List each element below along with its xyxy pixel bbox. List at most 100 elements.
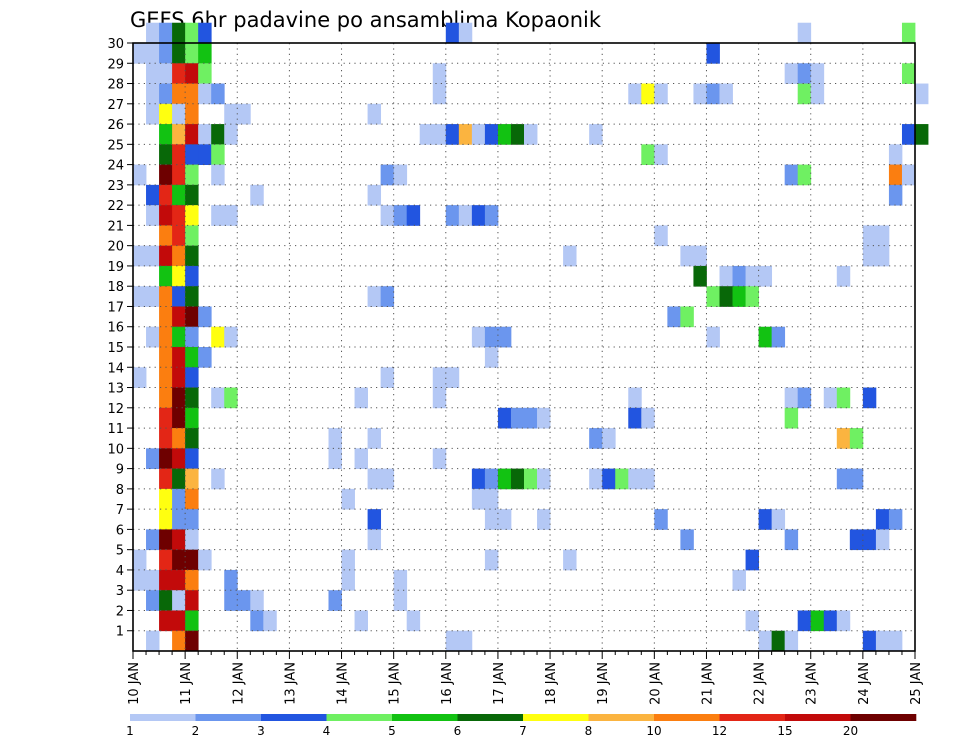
heatmap-cell <box>393 205 408 226</box>
heatmap-cell <box>419 124 434 145</box>
heatmap-cell <box>159 265 173 287</box>
y-tick-label: 28 <box>107 78 124 93</box>
heatmap-cell <box>185 205 199 226</box>
heatmap-cell <box>185 428 199 449</box>
heatmap-cell <box>159 103 173 125</box>
heatmap-cell <box>888 509 903 530</box>
heatmap-cell <box>367 509 382 530</box>
heatmap-cell <box>758 326 773 348</box>
heatmap-cell <box>367 103 382 125</box>
heatmap-cell <box>758 630 773 652</box>
heatmap-cell <box>771 630 786 652</box>
heatmap-cell <box>901 22 916 44</box>
heatmap-cell <box>458 22 473 44</box>
heatmap-cell <box>745 549 759 571</box>
y-tick-label: 22 <box>107 199 124 214</box>
y-tick-label: 24 <box>107 159 124 174</box>
heatmap-cell <box>185 43 199 64</box>
heatmap-cell <box>185 245 199 267</box>
heatmap-cell <box>654 225 668 247</box>
heatmap-cell <box>484 488 499 510</box>
heatmap-cell <box>185 22 199 44</box>
heatmap-cell <box>524 124 538 145</box>
heatmap-cell <box>211 468 225 490</box>
heatmap-cell <box>758 509 773 530</box>
heatmap-cell <box>458 205 473 226</box>
heatmap-cell <box>602 428 616 449</box>
heatmap-cell <box>172 347 186 368</box>
heatmap-cell <box>159 144 173 165</box>
heatmap-cell <box>172 428 186 449</box>
heatmap-cell <box>862 245 877 267</box>
heatmap-cell <box>693 83 707 105</box>
colorbar-swatch <box>195 714 262 721</box>
heatmap-cell <box>224 103 238 125</box>
heatmap-cell <box>224 569 238 591</box>
heatmap-cell <box>641 468 655 490</box>
heatmap-cell <box>354 610 368 632</box>
heatmap-cell <box>172 407 186 429</box>
x-tick-label: 10 JAN <box>127 662 142 705</box>
heatmap-cell <box>497 326 512 348</box>
heatmap-cell <box>589 468 603 490</box>
heatmap-cell <box>159 448 173 469</box>
heatmap-cell <box>146 245 160 267</box>
heatmap-cell <box>445 205 460 226</box>
heatmap-cell <box>745 610 759 632</box>
heatmap-cell <box>159 286 173 307</box>
heatmap-cell <box>172 549 186 571</box>
heatmap-cell <box>537 407 551 429</box>
heatmap-cell <box>432 83 447 105</box>
heatmap-cell <box>784 63 799 84</box>
heatmap-cell <box>211 83 225 105</box>
heatmap-cell <box>211 164 225 186</box>
heatmap-cell <box>172 488 186 510</box>
heatmap-cell <box>328 590 342 611</box>
y-tick-label: 25 <box>107 138 124 153</box>
heatmap-cell <box>836 428 851 449</box>
heatmap-cell <box>263 610 277 632</box>
heatmap-cell <box>185 407 199 429</box>
x-tick-label: 12 JAN <box>231 662 246 705</box>
heatmap-cell <box>159 387 173 409</box>
heatmap-cell <box>719 286 733 307</box>
heatmap-cell <box>198 144 212 165</box>
heatmap-cell <box>172 306 186 328</box>
heatmap-cell <box>133 367 147 388</box>
heatmap-cell <box>198 549 212 571</box>
heatmap-cell <box>172 529 186 551</box>
heatmap-cell <box>159 63 173 84</box>
x-tick-label: 23 JAN <box>805 662 820 705</box>
heatmap-cell <box>915 83 929 105</box>
heatmap-cell <box>875 509 890 530</box>
heatmap-cell <box>146 43 160 64</box>
heatmap-cell <box>146 286 160 307</box>
heatmap-cell <box>172 286 186 307</box>
grid-layer <box>133 43 915 651</box>
heatmap-cell <box>133 245 147 267</box>
heatmap-cell <box>341 549 355 571</box>
heatmap-cell <box>862 529 877 551</box>
heatmap-cell <box>732 265 746 287</box>
heatmap-cell <box>172 326 186 348</box>
heatmap-cell <box>198 306 212 328</box>
heatmap-cell <box>693 245 707 267</box>
heatmap-cell <box>159 205 173 226</box>
heatmap-cell <box>862 630 877 652</box>
heatmap-cell <box>185 610 199 632</box>
y-tick-label: 7 <box>116 503 124 518</box>
heatmap-cell <box>641 407 655 429</box>
heatmap-cell <box>471 124 486 145</box>
heatmap-cell <box>901 164 916 186</box>
colorbar-swatch <box>457 714 524 721</box>
heatmap-cell <box>172 387 186 409</box>
y-tick-label: 4 <box>116 564 124 579</box>
heatmap-cell <box>849 428 864 449</box>
y-tick-label: 15 <box>107 341 124 356</box>
heatmap-cell <box>185 387 199 409</box>
heatmap-cell <box>172 509 186 530</box>
heatmap-cell <box>680 529 694 551</box>
heatmap-cell <box>211 205 225 226</box>
heatmap-cell <box>250 590 264 611</box>
heatmap-cell <box>380 367 395 388</box>
